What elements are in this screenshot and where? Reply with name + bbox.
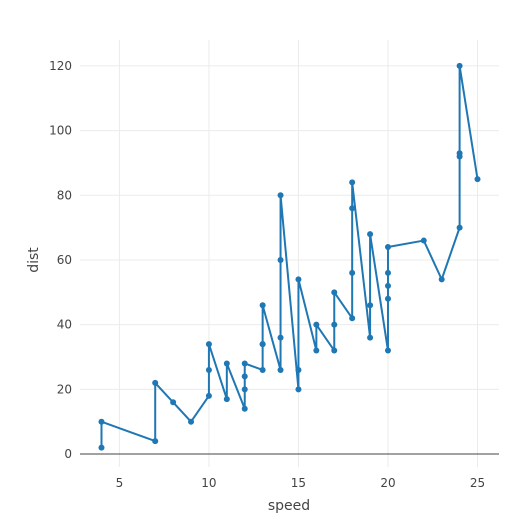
series [98, 62, 481, 451]
data-point[interactable] [367, 302, 374, 309]
x-tick-label: 5 [116, 476, 124, 490]
data-point[interactable] [223, 360, 230, 367]
data-point[interactable] [295, 386, 302, 393]
data-point[interactable] [367, 334, 374, 341]
data-point[interactable] [223, 396, 230, 403]
data-point[interactable] [420, 237, 427, 244]
data-point[interactable] [205, 392, 212, 399]
data-point[interactable] [295, 276, 302, 283]
data-point[interactable] [295, 366, 302, 373]
data-point[interactable] [456, 62, 463, 69]
x-tick-label: 25 [470, 476, 485, 490]
y-axis-title: dist [26, 247, 42, 273]
data-point[interactable] [277, 366, 284, 373]
data-point[interactable] [277, 192, 284, 199]
data-point[interactable] [205, 366, 212, 373]
data-point[interactable] [331, 289, 338, 296]
y-tick-label: 20 [57, 382, 72, 396]
data-point[interactable] [277, 256, 284, 263]
data-point[interactable] [384, 282, 391, 289]
data-point[interactable] [241, 360, 248, 367]
data-point[interactable] [313, 347, 320, 354]
data-point[interactable] [152, 379, 159, 386]
data-point[interactable] [384, 295, 391, 302]
x-axis-ticks: 5 10 15 20 25 [116, 476, 486, 490]
y-axis-ticks: 0 20 40 60 80 100 120 [49, 59, 72, 461]
data-point[interactable] [259, 302, 266, 309]
data-point[interactable] [277, 334, 284, 341]
grid [80, 40, 499, 467]
x-tick-label: 15 [291, 476, 306, 490]
series-line [100, 64, 479, 448]
data-point[interactable] [367, 231, 374, 238]
data-point[interactable] [456, 224, 463, 231]
data-point[interactable] [205, 341, 212, 348]
y-tick-label: 80 [57, 188, 72, 202]
data-point[interactable] [241, 405, 248, 412]
data-point[interactable] [474, 176, 481, 183]
data-point[interactable] [259, 341, 266, 348]
data-point[interactable] [349, 315, 356, 322]
data-point[interactable] [349, 179, 356, 186]
data-point[interactable] [384, 244, 391, 251]
data-point[interactable] [331, 321, 338, 328]
data-point[interactable] [152, 438, 159, 445]
y-tick-label: 0 [64, 447, 72, 461]
data-point[interactable] [259, 366, 266, 373]
data-point[interactable] [313, 321, 320, 328]
data-point[interactable] [384, 347, 391, 354]
y-tick-label: 100 [49, 124, 72, 138]
x-tick-label: 20 [380, 476, 395, 490]
data-point[interactable] [98, 444, 105, 451]
data-point[interactable] [349, 205, 356, 212]
data-point[interactable] [188, 418, 195, 425]
y-tick-label: 40 [57, 318, 72, 332]
y-tick-label: 60 [57, 253, 72, 267]
data-point[interactable] [170, 399, 177, 406]
data-point[interactable] [241, 386, 248, 393]
data-point[interactable] [98, 418, 105, 425]
data-point[interactable] [349, 269, 356, 276]
data-point[interactable] [384, 269, 391, 276]
x-axis-title: speed [268, 498, 310, 514]
y-tick-label: 120 [49, 59, 72, 73]
data-point[interactable] [331, 347, 338, 354]
data-point[interactable] [241, 373, 248, 380]
data-point[interactable] [438, 276, 445, 283]
x-tick-label: 10 [201, 476, 216, 490]
data-point[interactable] [456, 150, 463, 157]
